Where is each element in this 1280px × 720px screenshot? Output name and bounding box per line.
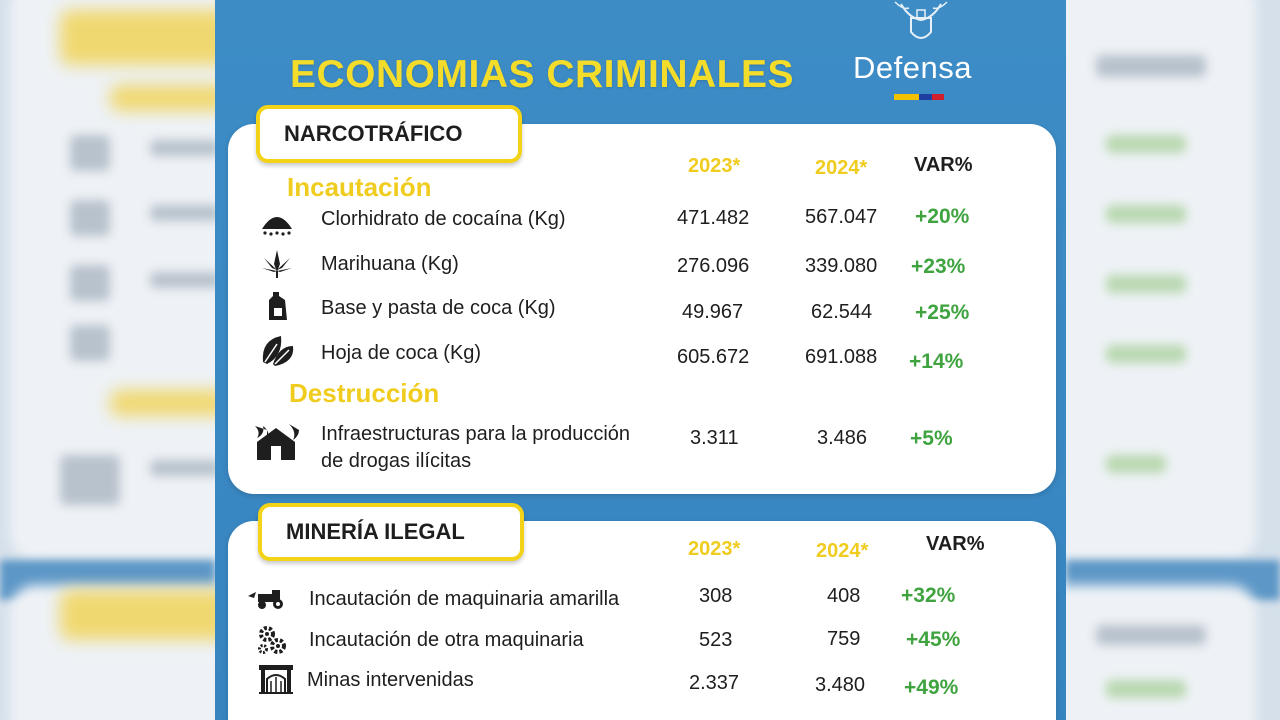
blurred-background-left <box>0 0 215 720</box>
value-2023: 471.482 <box>677 207 750 229</box>
value-var: +49% <box>904 676 959 699</box>
value-2024: 691.088 <box>805 346 878 368</box>
value-var: +25% <box>915 301 970 324</box>
cocaine-pile-icon <box>262 217 292 236</box>
row-label: Clorhidrato de cocaína (Kg) <box>321 208 566 230</box>
header-var: VAR% <box>926 533 985 555</box>
value-2023: 605.672 <box>677 346 750 368</box>
header-2024: 2024* <box>815 157 868 179</box>
value-2024: 759 <box>827 628 861 650</box>
row-label: Hoja de coca (Kg) <box>321 342 482 364</box>
row-label: Incautación de otra maquinaria <box>309 629 584 651</box>
value-var: +23% <box>911 255 966 278</box>
value-2024: 3.486 <box>817 427 868 449</box>
value-var: +45% <box>906 628 961 651</box>
page-title: ECONOMIAS CRIMINALES <box>290 53 795 96</box>
value-2023: 523 <box>699 629 733 651</box>
narcotrafico-card <box>228 124 1056 494</box>
section-incautacion: Incautación <box>287 172 432 202</box>
row-label-line2: de drogas ilícitas <box>321 450 472 472</box>
mine-entrance-icon <box>259 665 293 694</box>
coat-of-arms-icon <box>894 1 948 39</box>
section-destruccion: Destrucción <box>289 378 440 408</box>
row-label: Marihuana (Kg) <box>321 253 459 275</box>
burning-house-icon <box>255 424 299 460</box>
gears-icon <box>258 626 286 654</box>
value-2023: 308 <box>699 585 733 607</box>
value-2024: 62.544 <box>811 301 873 323</box>
blurred-background-right <box>1066 0 1280 720</box>
narcotrafico-tab: NARCOTRÁFICO <box>256 105 522 163</box>
tractor-icon <box>248 590 283 609</box>
value-2024: 3.480 <box>815 674 866 696</box>
cannabis-leaf-icon <box>262 250 292 278</box>
row-label: Minas intervenidas <box>307 669 474 691</box>
value-var: +20% <box>915 205 970 228</box>
row-label: Incautación de maquinaria amarilla <box>309 588 620 610</box>
logo-text: Defensa <box>853 50 972 85</box>
value-2024: 408 <box>827 585 861 607</box>
header-2023: 2023* <box>688 155 741 177</box>
value-2024: 339.080 <box>805 255 878 277</box>
value-var: +5% <box>910 427 953 450</box>
chemical-container-icon <box>269 292 287 320</box>
value-var: +14% <box>909 350 964 373</box>
row-label: Base y pasta de coca (Kg) <box>321 297 556 319</box>
infographic-poster: ECONOMIAS CRIMINALES Defensa NARCOTRÁFIC… <box>215 0 1066 720</box>
value-2023: 49.967 <box>682 301 744 323</box>
mineria-tab: MINERÍA ILEGAL <box>258 503 524 561</box>
value-2023: 276.096 <box>677 255 750 277</box>
coca-leaf-icon <box>262 336 294 366</box>
value-2023: 2.337 <box>689 672 740 694</box>
value-var: +32% <box>901 584 956 607</box>
header-2024: 2024* <box>816 540 869 562</box>
header-var: VAR% <box>914 154 973 176</box>
header-2023: 2023* <box>688 538 741 560</box>
value-2024: 567.047 <box>805 206 878 228</box>
value-2023: 3.311 <box>690 427 739 449</box>
flag-stripe <box>894 94 944 100</box>
row-label-line1: Infraestructuras para la producción <box>321 423 631 445</box>
